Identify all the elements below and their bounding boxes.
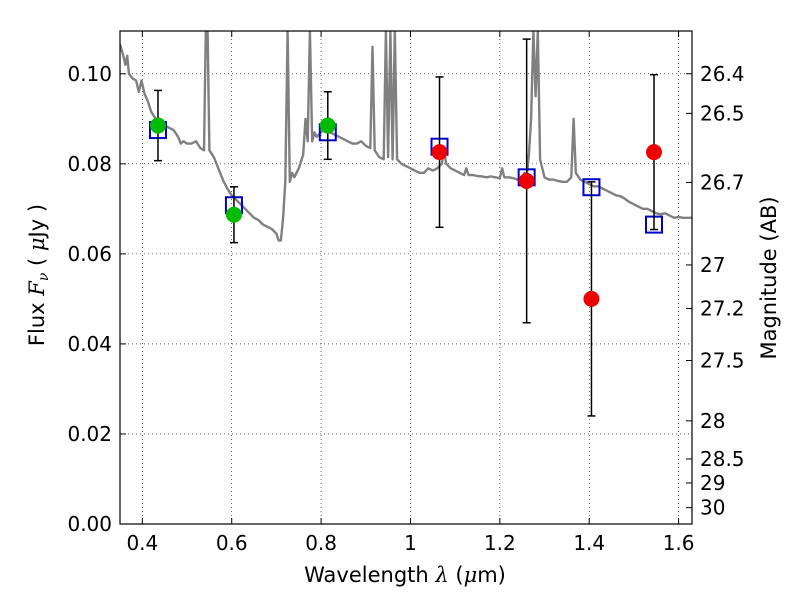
axes-frame bbox=[119, 30, 693, 525]
x-tick-label: 1.6 bbox=[663, 531, 695, 555]
y-tick-label: 0.02 bbox=[67, 422, 112, 446]
photometry-point bbox=[431, 144, 448, 161]
x-axis-label: Wavelength λ (μm) bbox=[304, 563, 506, 587]
y-tick-label: 0.04 bbox=[67, 332, 112, 356]
magnitude-tick-label: 27.2 bbox=[700, 297, 745, 321]
photometry-point bbox=[319, 117, 336, 134]
magnitude-tick-label: 26.7 bbox=[700, 170, 745, 194]
magnitude-tick-label: 26.4 bbox=[700, 62, 745, 86]
x-tick-label: 0.6 bbox=[216, 531, 248, 555]
plot-area bbox=[120, 31, 692, 417]
x-tick-label: 1 bbox=[404, 531, 417, 555]
magnitude-tick-label: 27 bbox=[700, 253, 725, 277]
magnitude-tick-label: 29 bbox=[700, 471, 725, 495]
magnitude-tick-label: 26.5 bbox=[700, 101, 745, 125]
photometry-point bbox=[149, 117, 166, 134]
magnitude-tick-label: 28 bbox=[700, 409, 725, 433]
model-spectrum-line bbox=[120, 31, 692, 242]
y-axis-ticks: 0.00 0.02 0.04 0.06 0.08 0.10 bbox=[67, 62, 126, 536]
y-tick-label: 0.10 bbox=[67, 62, 112, 86]
photometry-point bbox=[225, 206, 242, 223]
x-tick-label: 1.4 bbox=[573, 531, 605, 555]
photometry-point bbox=[646, 144, 663, 161]
photometry-point bbox=[583, 290, 600, 307]
magnitude-tick-label: 27.5 bbox=[700, 349, 745, 373]
x-tick-label: 0.4 bbox=[126, 531, 158, 555]
x-tick-label: 0.8 bbox=[305, 531, 337, 555]
magnitude-axis-label: Magnitude (AB) bbox=[757, 196, 781, 359]
x-tick-label: 1.2 bbox=[484, 531, 516, 555]
y-tick-label: 0.08 bbox=[67, 152, 112, 176]
y-tick-label: 0.06 bbox=[67, 242, 112, 266]
y-tick-label: 0.00 bbox=[67, 512, 112, 536]
photometry-point bbox=[518, 172, 535, 189]
clipped-plot-layer bbox=[120, 31, 692, 242]
magnitude-tick-label: 30 bbox=[700, 496, 725, 520]
y-axis-label: Flux Fν ( μJy ) bbox=[25, 204, 52, 346]
x-axis-ticks: 0.4 0.6 0.8 1 1.2 1.4 1.6 bbox=[126, 31, 695, 555]
magnitude-tick-label: 28.5 bbox=[700, 447, 745, 471]
